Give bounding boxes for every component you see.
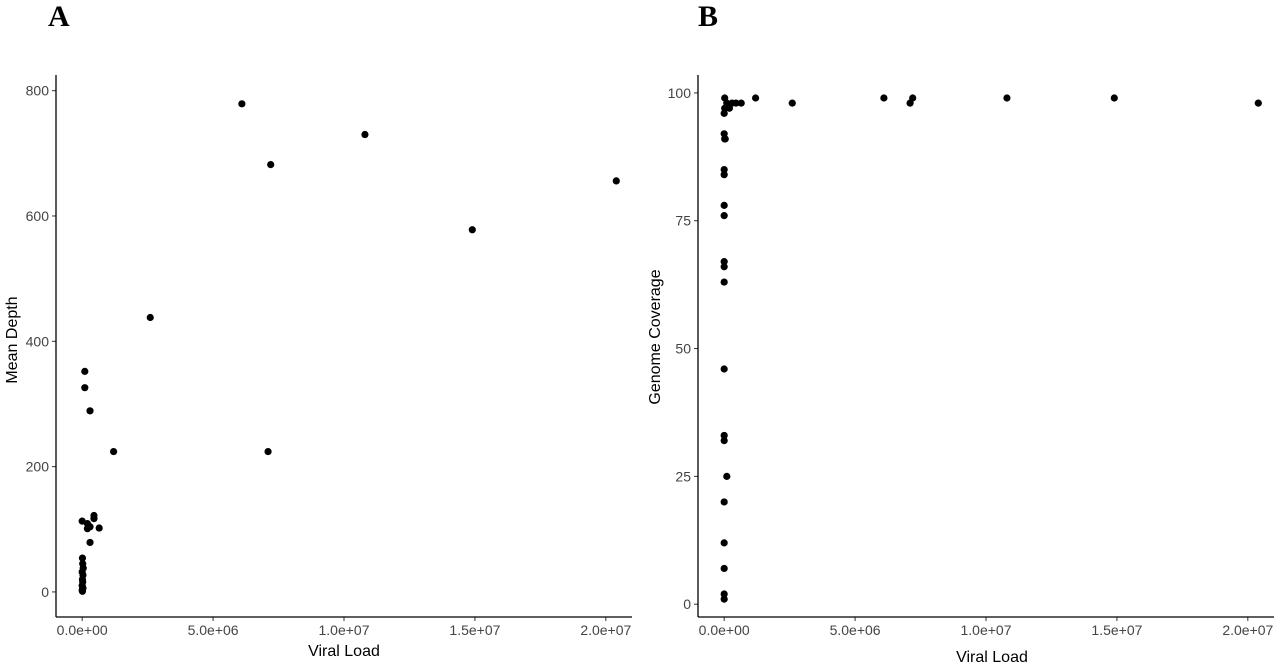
panel-a-data-point — [110, 447, 118, 456]
panel-b-y-tick-label: 0 — [683, 596, 691, 612]
panel-b-label: B — [698, 0, 718, 33]
panel-a-data-point — [264, 447, 272, 456]
panel-a-x-tick-label: 1.0e+07 — [319, 622, 370, 638]
panel-b-data-point — [720, 595, 728, 603]
panel-a-data-point — [81, 367, 89, 375]
panel-b-data-point — [720, 539, 728, 547]
panel-b-data-point — [732, 99, 740, 107]
panel-b-x-tick-label: 5.0e+06 — [830, 622, 881, 638]
panel-b-x-tick-label: 1.5e+07 — [1091, 622, 1142, 638]
panel-a-data-point — [238, 100, 246, 108]
panel-b-data-point — [720, 109, 728, 117]
panel-a-data-point — [81, 384, 89, 392]
panel-b-data-point — [720, 212, 728, 220]
panel-b-data-point — [720, 201, 728, 209]
panel-a-x-tick-label: 5.0e+06 — [188, 622, 239, 638]
panel-b-x-tick-label: 0.0e+00 — [699, 622, 750, 638]
panel-a-data-point — [90, 515, 98, 523]
panel-b-data-point — [720, 498, 728, 506]
panel-a-x-tick-label: 1.5e+07 — [449, 622, 500, 638]
panel-b-data-point — [720, 258, 728, 266]
panel-a-data-point — [612, 177, 620, 185]
panel-a-y-tick-label: 200 — [26, 459, 50, 475]
panel-b-y-tick-label: 100 — [668, 85, 692, 101]
panel-a-y-tick-label: 400 — [26, 333, 50, 349]
panel-b-y-axis-title: Genome Coverage — [647, 269, 664, 404]
panel-b-data-point — [720, 431, 728, 440]
panel-a-data-point — [78, 587, 87, 595]
panel-a-data-point — [468, 226, 476, 234]
panel-a-y-tick-label: 0 — [41, 584, 49, 600]
panel-a-data-point — [86, 407, 94, 415]
panel-b-data-point — [752, 94, 760, 102]
panel-b-x-tick-label: 1.0e+07 — [961, 622, 1012, 638]
panel-a-x-axis-title: Viral Load — [308, 643, 380, 660]
panel-a-data-point — [361, 130, 369, 139]
panel-a-data-point — [146, 313, 154, 322]
panel-b-data-point — [788, 99, 796, 107]
panel-b-data-point — [723, 472, 731, 480]
panel-b-x-ticks: 0.0e+00 5.0e+06 1.0e+07 1.5e+07 2.0e+07 — [699, 617, 1274, 638]
panel-b-y-tick-label: 25 — [675, 468, 691, 484]
panel-a-points — [78, 100, 620, 595]
panel-b-data-point — [720, 436, 728, 445]
panel-b-data-point — [737, 99, 745, 107]
panel-b-y-tick-label: 50 — [675, 341, 691, 357]
panel-b-data-point — [720, 263, 728, 271]
panel-b-data-point — [1003, 94, 1011, 102]
panel-b-x-tick-label: 2.0e+07 — [1222, 622, 1273, 638]
panel-a-x-tick-label: 2.0e+07 — [580, 622, 631, 638]
panel-a-y-ticks: 0 200 400 600 800 — [26, 83, 56, 600]
panel-b-data-point — [720, 365, 728, 373]
panel-b-data-point — [721, 135, 729, 143]
panel-b: B 0 25 50 75 100 0.0e+00 5.0e+06 1.0e+07 1.5e+0… — [647, 0, 1274, 665]
panel-b-data-point — [720, 278, 728, 286]
panel-b-data-point — [906, 99, 914, 107]
panel-b-y-ticks: 0 25 50 75 100 — [668, 85, 698, 612]
panel-a-y-tick-label: 600 — [26, 208, 50, 224]
panel-a-data-point — [78, 554, 87, 562]
panel-a-y-axis-title: Mean Depth — [4, 296, 21, 383]
panel-a-x-ticks: 0.0e+00 5.0e+06 1.0e+07 1.5e+07 2.0e+07 — [57, 617, 632, 638]
panel-b-x-axis-title: Viral Load — [956, 649, 1028, 665]
panel-a-data-point — [267, 161, 275, 169]
panel-a-y-tick-label: 800 — [26, 83, 50, 99]
panel-a-data-point — [95, 524, 103, 532]
panel-b-data-point — [1110, 94, 1118, 102]
panel-b-data-point — [720, 590, 728, 598]
panel-b-data-point — [720, 564, 728, 573]
panel-b-data-point — [1254, 99, 1262, 107]
panel-a-data-point — [83, 525, 92, 533]
panel-a-data-point — [86, 538, 94, 547]
panel-a-x-tick-label: 0.0e+00 — [57, 622, 108, 638]
panel-b-y-tick-label: 75 — [675, 213, 691, 229]
panel-a-label: A — [48, 0, 70, 33]
panel-b-points — [720, 94, 1262, 603]
panel-b-data-point — [720, 171, 728, 179]
panel-a: A 0 200 400 600 800 0.0e+00 5.0e+06 1.0e+07 1.5… — [4, 0, 632, 660]
panel-b-data-point — [880, 94, 888, 102]
panel-b-data-point — [720, 165, 728, 174]
